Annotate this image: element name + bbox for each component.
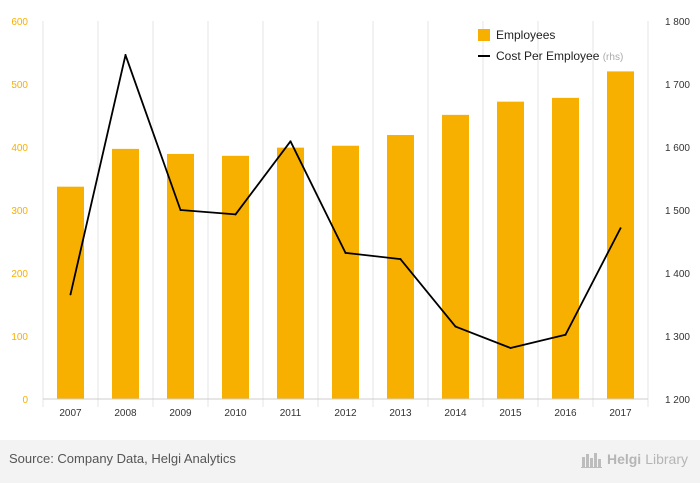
x-axis-tick: 2007 — [59, 408, 82, 419]
right-axis-tick: 1 800 — [665, 17, 690, 28]
brand-name: Helgi — [606, 451, 642, 467]
legend-label-cost: Cost Per Employee (rhs) — [496, 49, 623, 63]
right-axis-tick: 1 600 — [665, 143, 690, 154]
left-axis-tick: 0 — [22, 395, 28, 406]
line-point-2014 — [454, 325, 457, 328]
bar-employees-2011 — [277, 147, 304, 399]
bar-employees-2008 — [112, 148, 139, 399]
source-text: Source: Company Data, Helgi Analytics — [9, 451, 236, 466]
legend-swatch-employees — [478, 29, 490, 41]
left-axis-tick: 300 — [11, 206, 28, 217]
left-axis-tick: 100 — [11, 332, 28, 343]
line-point-2013 — [399, 258, 402, 261]
right-axis-tick: 1 700 — [665, 80, 690, 91]
x-axis-tick: 2014 — [444, 408, 467, 419]
line-point-2015 — [509, 346, 512, 349]
line-point-2016 — [564, 333, 567, 336]
left-axis-tick: 400 — [11, 143, 28, 154]
x-axis-tick: 2008 — [114, 408, 137, 419]
bar-employees-2015 — [497, 101, 524, 399]
line-point-2011 — [289, 140, 292, 143]
x-axis-tick: 2010 — [224, 408, 247, 419]
right-axis-tick: 1 200 — [665, 395, 690, 406]
line-point-2009 — [179, 209, 182, 211]
legend-label-employees: Employees — [496, 28, 555, 42]
line-point-2010 — [234, 213, 237, 216]
bar-employees-2013 — [387, 135, 414, 399]
footer: Source: Company Data, Helgi Analytics He… — [0, 440, 700, 483]
bar-employees-2012 — [332, 145, 359, 399]
bar-employees-2014 — [442, 114, 469, 400]
combo-chart: 0 100 200 300 400 500 600 1 200 1 300 1 400 1 500 1… — [11, 17, 690, 419]
legend-label-cost-text: Cost Per Employee — [496, 49, 603, 63]
left-axis-tick: 500 — [11, 80, 28, 91]
library-icon — [580, 453, 602, 468]
left-axis-tick: 200 — [11, 269, 28, 280]
x-axis-tick: 2015 — [499, 408, 522, 419]
chart-area: 0 100 200 300 400 500 600 1 200 1 300 1 400 1 500 1… — [11, 17, 690, 419]
right-axis-tick: 1 400 — [665, 269, 690, 280]
bar-employees-2016 — [552, 97, 579, 400]
x-axis-tick: 2013 — [389, 408, 412, 419]
x-axis-tick: 2011 — [280, 408, 302, 419]
brand-sub: Library — [645, 451, 688, 467]
line-point-2017 — [619, 227, 622, 230]
bar-employees-2009 — [167, 153, 194, 399]
x-axis-tick: 2012 — [334, 408, 357, 419]
line-point-2012 — [344, 251, 347, 254]
bar-employees-2017 — [607, 71, 634, 400]
left-axis-tick: 600 — [11, 17, 28, 28]
x-axis-tick: 2009 — [169, 408, 192, 419]
x-axis-tick: 2016 — [554, 408, 577, 419]
right-axis-tick: 1 500 — [665, 206, 690, 217]
brand-logo: Helgi Library — [580, 450, 688, 468]
x-axis-tick: 2017 — [609, 408, 632, 419]
line-point-2007 — [69, 293, 72, 296]
bar-employees-2010 — [222, 155, 249, 399]
right-axis-tick: 1 300 — [665, 332, 690, 343]
line-point-2008 — [124, 54, 127, 57]
legend-label-cost-suffix: (rhs) — [603, 52, 624, 63]
